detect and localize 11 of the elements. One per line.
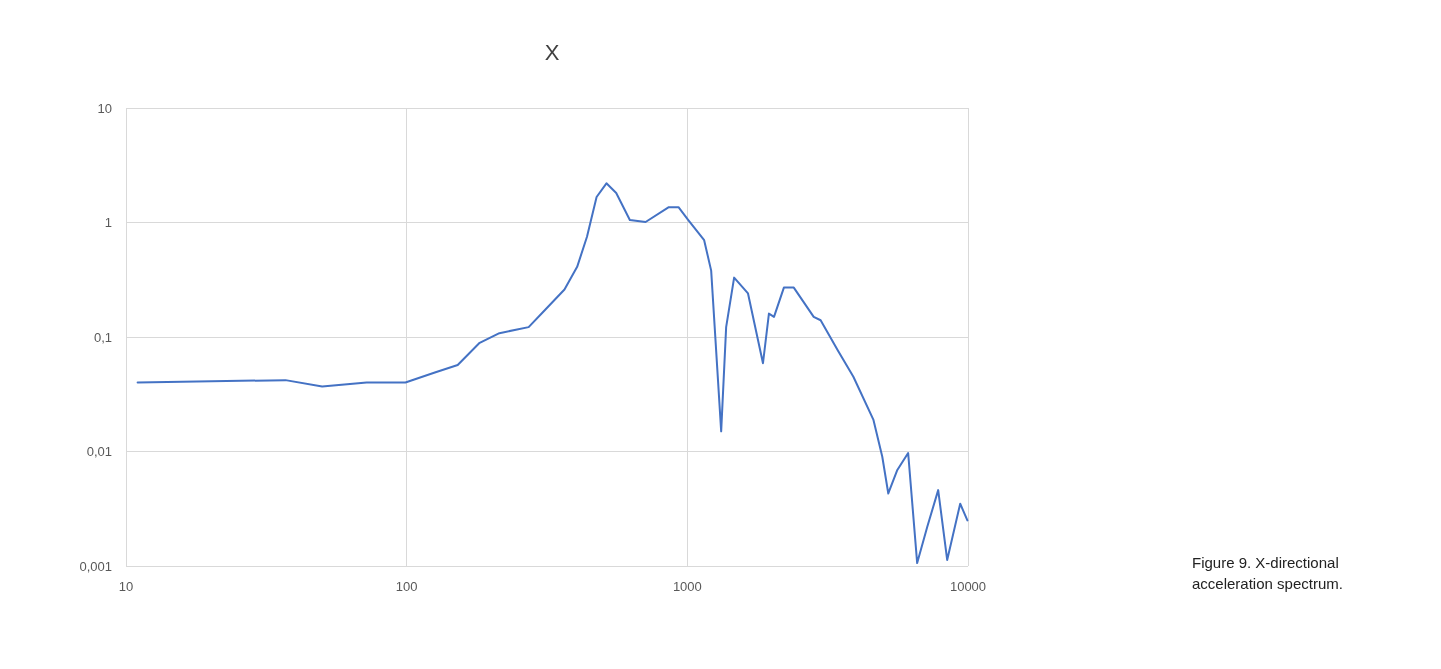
caption: Figure 9. X-directional acceleration spectrum. xyxy=(1192,553,1344,594)
y-tick-label: 1 xyxy=(104,215,112,230)
x-tick-label: 1000 xyxy=(672,579,702,594)
x-tick-label: 10 xyxy=(118,579,134,594)
x-tick-label: 100 xyxy=(395,579,418,594)
y-tick-label: 0,001 xyxy=(79,558,112,574)
chart-title: X xyxy=(544,39,560,65)
y-tick-label: 0,1 xyxy=(93,329,112,345)
y-tick-label: 10 xyxy=(97,100,112,116)
y-tick-label: 0,01 xyxy=(86,444,112,459)
x-tick-label: 10000 xyxy=(949,579,987,594)
